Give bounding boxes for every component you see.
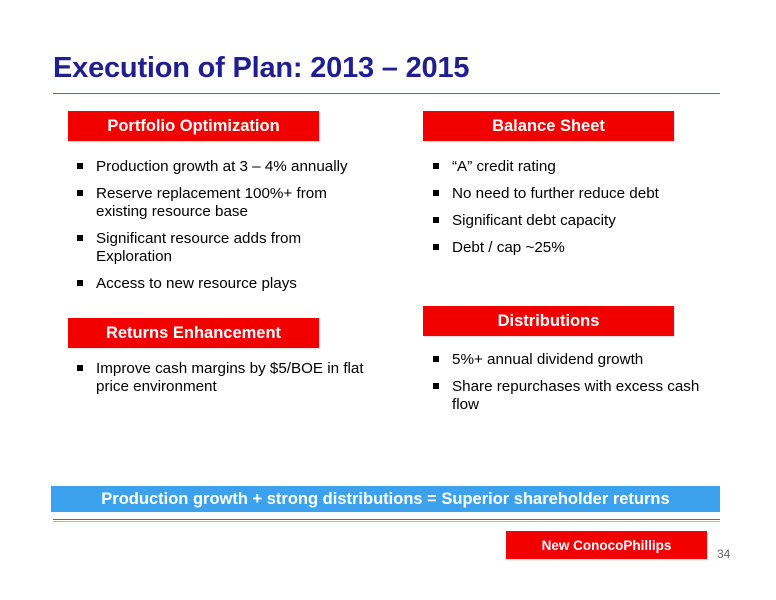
bullet-square-icon bbox=[433, 244, 439, 250]
page-number: 34 bbox=[717, 547, 731, 561]
title-divider bbox=[53, 93, 720, 94]
list-item: “A” credit rating bbox=[431, 158, 721, 176]
bullet-text: “A” credit rating bbox=[452, 158, 556, 175]
bullet-text: No need to further reduce debt bbox=[452, 185, 659, 202]
bullet-text: Significant resource adds from Explorati… bbox=[96, 230, 302, 265]
list-item: Improve cash margins by $5/BOE in flat p… bbox=[75, 360, 375, 396]
bullet-text: Share repurchases with excess cash flow bbox=[452, 378, 700, 413]
bullet-text: Debt / cap ~25% bbox=[452, 239, 565, 256]
list-item: Significant debt capacity bbox=[431, 212, 721, 230]
list-item: Production growth at 3 – 4% annually bbox=[75, 158, 375, 176]
bullet-text: Access to new resource plays bbox=[96, 275, 297, 292]
bullet-square-icon bbox=[433, 356, 439, 362]
page-title: Execution of Plan: 2013 – 2015 bbox=[53, 52, 470, 84]
balance-sheet-bullet-list: “A” credit rating No need to further red… bbox=[431, 158, 721, 266]
returns-enhancement-bullet-list: Improve cash margins by $5/BOE in flat p… bbox=[75, 360, 375, 405]
list-item: Reserve replacement 100%+ from existing … bbox=[75, 185, 375, 221]
bullet-square-icon bbox=[77, 280, 83, 286]
list-item: 5%+ annual dividend growth bbox=[431, 351, 721, 369]
list-item: No need to further reduce debt bbox=[431, 185, 721, 203]
bullet-text: Improve cash margins by $5/BOE in flat p… bbox=[96, 360, 364, 395]
bullet-square-icon bbox=[77, 365, 83, 371]
bullet-square-icon bbox=[77, 163, 83, 169]
list-item: Debt / cap ~25% bbox=[431, 239, 721, 257]
portfolio-bullet-list: Production growth at 3 – 4% annually Res… bbox=[75, 158, 375, 302]
returns-enhancement-header: Returns Enhancement bbox=[68, 318, 319, 348]
distributions-header: Distributions bbox=[423, 306, 674, 336]
bullet-text: 5%+ annual dividend growth bbox=[452, 351, 644, 368]
bullet-square-icon bbox=[433, 190, 439, 196]
bullet-text: Reserve replacement 100%+ from existing … bbox=[96, 185, 327, 220]
list-item: Significant resource adds from Explorati… bbox=[75, 230, 375, 266]
list-item: Share repurchases with excess cash flow bbox=[431, 378, 721, 414]
bullet-square-icon bbox=[77, 235, 83, 241]
bullet-text: Significant debt capacity bbox=[452, 212, 616, 229]
list-item: Access to new resource plays bbox=[75, 275, 375, 293]
bullet-text: Production growth at 3 – 4% annually bbox=[96, 158, 348, 175]
bullet-square-icon bbox=[433, 217, 439, 223]
bullet-square-icon bbox=[433, 163, 439, 169]
brand-label: New ConocoPhillips bbox=[506, 531, 707, 559]
bullet-square-icon bbox=[77, 190, 83, 196]
balance-sheet-header: Balance Sheet bbox=[423, 111, 674, 141]
summary-banner: Production growth + strong distributions… bbox=[51, 486, 720, 512]
bullet-square-icon bbox=[433, 383, 439, 389]
portfolio-optimization-header: Portfolio Optimization bbox=[68, 111, 319, 141]
footer-divider bbox=[53, 519, 720, 522]
distributions-bullet-list: 5%+ annual dividend growth Share repurch… bbox=[431, 351, 721, 423]
